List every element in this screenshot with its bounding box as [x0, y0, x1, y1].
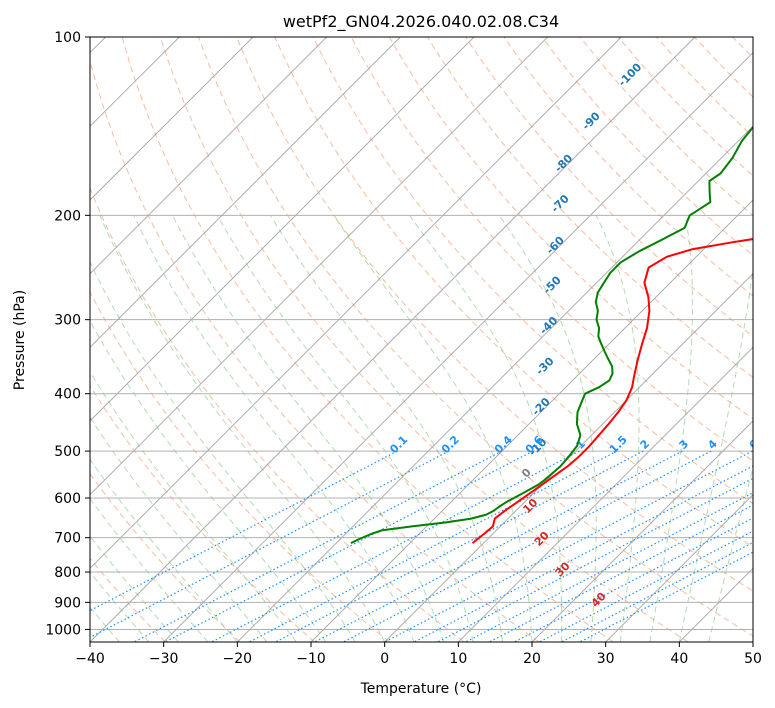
mixing-ratio-line — [90, 450, 398, 612]
isotherm-line — [90, 37, 328, 275]
moist-adiabat-line — [90, 319, 327, 642]
x-tick-label: −20 — [223, 651, 253, 667]
moist-adiabat-line — [99, 215, 386, 642]
moist-adiabat-line — [90, 370, 297, 642]
temperature-profile-line — [471, 238, 753, 544]
dry-adiabat-line — [90, 291, 390, 642]
y-tick-label: 400 — [54, 387, 81, 403]
isotherm-line — [236, 125, 753, 642]
x-tick-label: −30 — [149, 651, 179, 667]
dry-adiabat-line — [503, 37, 753, 297]
dry-adiabat-line — [90, 59, 540, 642]
x-tick-label: −40 — [75, 651, 105, 667]
x-tick-label: 0 — [380, 651, 389, 667]
isotherm-line — [90, 37, 622, 570]
profile-series — [350, 125, 753, 544]
mixing-ratio-line — [413, 465, 753, 642]
mixing-ratio-line — [539, 530, 753, 642]
isotherm-line — [531, 420, 753, 642]
dry-adiabat-line — [274, 37, 753, 548]
y-tick-label: 800 — [54, 565, 81, 581]
dewpoint-profile-line — [350, 125, 753, 544]
moist-adiabat-line — [90, 458, 238, 642]
mixing-ratio-line — [133, 450, 503, 642]
isotherm-line — [90, 37, 401, 349]
isotherms — [90, 37, 753, 642]
y-axis-label: Pressure (hPa) — [12, 290, 28, 390]
mixing-ratio-line — [579, 551, 753, 642]
mixing-ratio-line — [90, 450, 450, 639]
moist-adiabat-line — [133, 215, 415, 642]
dry-adiabat-line — [90, 186, 465, 642]
x-tick-label: 20 — [523, 651, 541, 667]
mixing-ratio-lines — [90, 450, 753, 642]
dry-adiabat-line — [236, 37, 753, 592]
pressure-gridlines — [90, 37, 753, 630]
isotherm-line — [90, 37, 549, 496]
y-tick-label: 500 — [54, 444, 81, 460]
y-tick-label: 700 — [54, 531, 81, 547]
mixing-ratio-line — [437, 477, 753, 642]
moist-adiabat-line — [333, 215, 533, 642]
x-tick-label: 50 — [744, 651, 762, 667]
moist-adiabat-line — [269, 215, 503, 642]
isotherm-line — [90, 37, 475, 422]
plot-frame — [89, 36, 754, 643]
mixing-ratio-line — [275, 450, 644, 642]
y-tick-label: 600 — [54, 491, 81, 507]
y-axis-ticks: 100 200 300 400 500 600 700 800 900 1000 — [45, 30, 90, 638]
moist-adiabat-line — [409, 215, 563, 642]
dry-adiabat-line — [465, 37, 753, 338]
isotherm-line — [310, 199, 753, 642]
dry-adiabat-line — [426, 37, 753, 378]
dry-adiabat-line — [350, 37, 753, 462]
dry-adiabat-line — [159, 37, 689, 642]
moist-adiabat-line — [90, 260, 356, 642]
y-tick-label: 1000 — [45, 622, 81, 638]
dry-adiabat-line — [121, 37, 614, 642]
y-tick-label: 300 — [54, 313, 81, 329]
dry-adiabat-line — [312, 37, 753, 505]
isotherm-line — [163, 51, 753, 642]
mixing-ratio-line — [514, 517, 753, 642]
mixing-ratio-line — [211, 450, 580, 642]
x-tick-label: 10 — [449, 651, 467, 667]
dry-adiabat-line — [90, 472, 241, 642]
mixing-ratio-line — [314, 450, 683, 642]
isotherm-line — [605, 493, 753, 642]
x-axis-label: Temperature (°C) — [360, 681, 482, 697]
moist-adiabat-line — [172, 215, 445, 642]
mixing-ratio-line — [164, 450, 534, 642]
x-tick-label: −10 — [296, 651, 326, 667]
x-tick-label: 40 — [670, 651, 688, 667]
mixing-ratio-label: 6 — [747, 437, 762, 452]
isotherm-line — [384, 272, 753, 642]
x-axis-ticks: −40 −30 −20 −10 0 10 20 30 40 50 — [75, 642, 762, 667]
moist-adiabat-line — [498, 215, 597, 642]
moist-adiabat-line — [649, 215, 693, 642]
moist-adiabat-line — [90, 416, 268, 642]
mixing-ratio-line — [384, 450, 753, 642]
chart-title: wetPf2_GN04.2026.040.02.08.C34 — [283, 12, 559, 32]
isotherm-line — [90, 37, 254, 201]
y-tick-label: 100 — [54, 30, 81, 46]
moist-adiabat-line — [595, 215, 640, 642]
mixing-ratio-line — [488, 504, 753, 642]
mixing-ratio-line — [465, 492, 753, 642]
y-tick-label: 200 — [54, 208, 81, 224]
dry-adiabat-line — [388, 37, 753, 420]
isotherm-line — [90, 37, 696, 642]
y-tick-label: 900 — [54, 595, 81, 611]
x-tick-label: 30 — [597, 651, 615, 667]
mixing-ratio-line — [248, 450, 618, 642]
mixing-ratio-line — [343, 450, 712, 642]
mixing-ratio-line — [561, 541, 753, 642]
moist-adiabat-line — [90, 497, 209, 642]
dry-adiabat-line — [90, 384, 316, 642]
moist-adiabat-line — [678, 264, 753, 642]
isotherm-line — [457, 346, 753, 642]
